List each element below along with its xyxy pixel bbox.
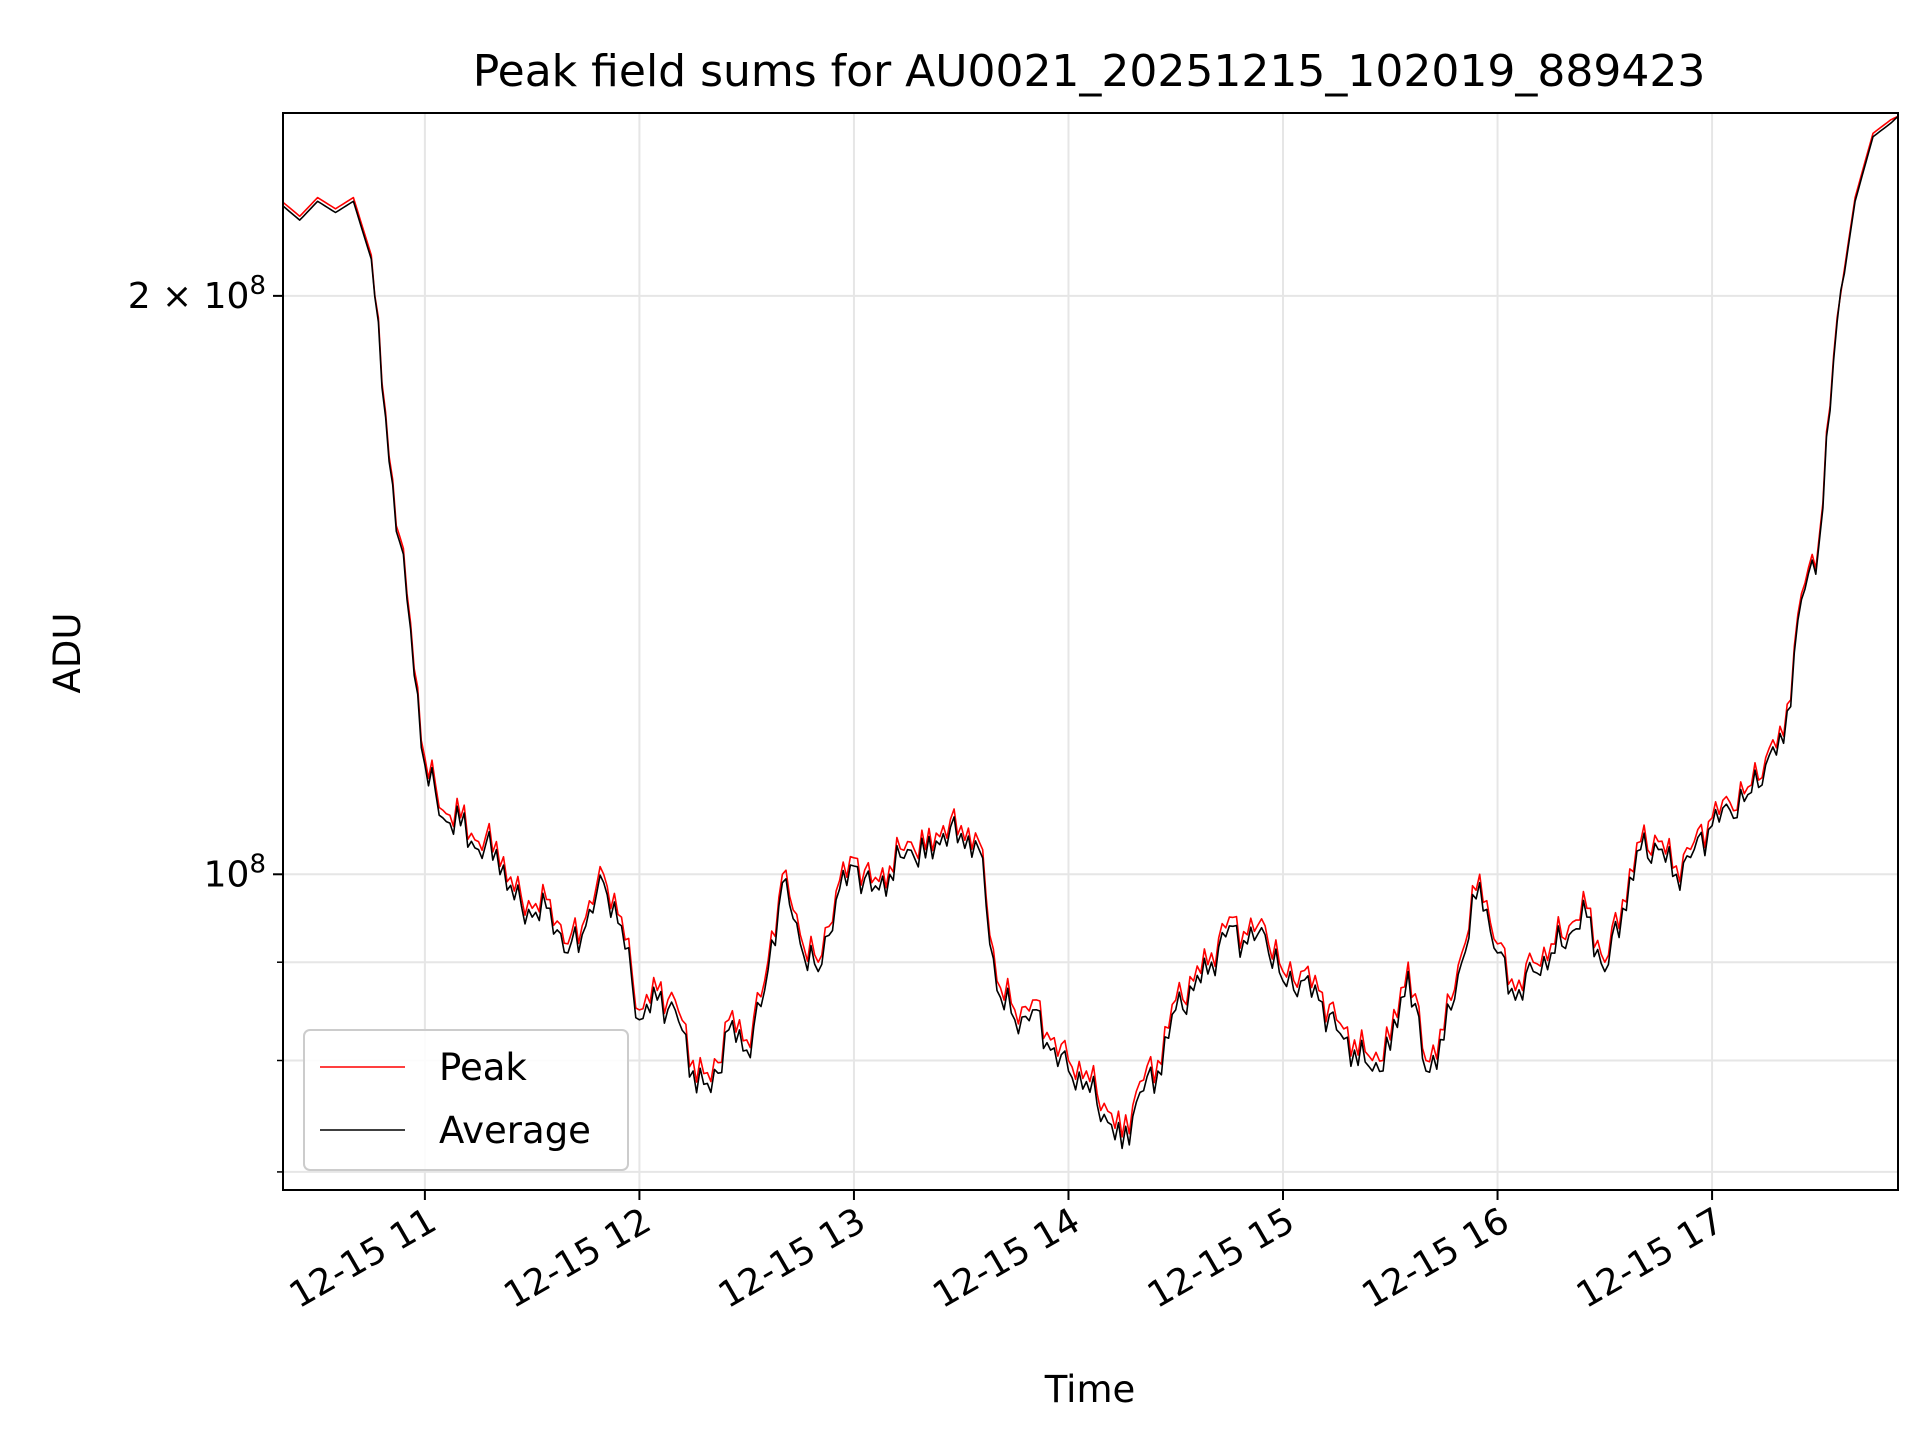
legend-box bbox=[303, 1029, 629, 1171]
x-axis-label: Time bbox=[1044, 1368, 1136, 1411]
series-line-average bbox=[283, 115, 1898, 1150]
plot-frame bbox=[282, 112, 1899, 1191]
series-lines bbox=[283, 115, 1898, 1150]
y-axis-ticks: 108 2 × 108 bbox=[128, 271, 283, 1173]
series-line-peak bbox=[283, 115, 1898, 1138]
y-tick-label: 108 bbox=[204, 849, 266, 895]
chart-title: Peak field sums for AU0021_20251215_1020… bbox=[473, 46, 1706, 97]
legend-label-average: Average bbox=[439, 1109, 591, 1152]
grid-lines bbox=[283, 113, 1898, 1190]
y-tick-label: 2 × 108 bbox=[128, 271, 266, 317]
legend: Peak Average bbox=[303, 1029, 629, 1171]
legend-label-peak: Peak bbox=[439, 1046, 527, 1089]
y-axis-label: ADU bbox=[46, 613, 89, 694]
